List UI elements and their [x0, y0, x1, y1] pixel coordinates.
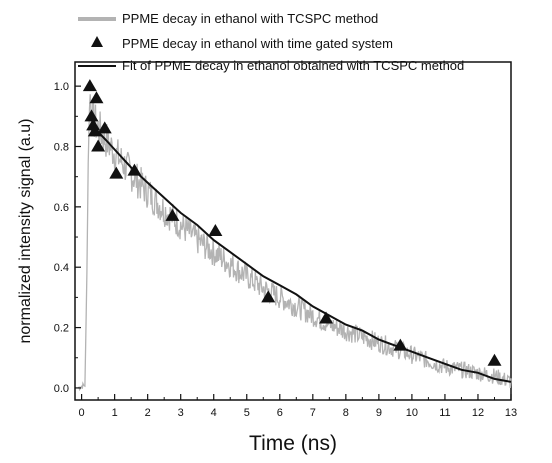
legend-label-gated: PPME decay in ethanol with time gated sy… [122, 36, 393, 51]
x-tick-label: 3 [178, 407, 184, 419]
x-axis-title: Time (ns) [249, 432, 337, 455]
x-tick-label: 9 [376, 407, 382, 419]
x-tick-label: 4 [211, 407, 217, 419]
gated-point [208, 224, 223, 236]
legend-swatch-gated [91, 36, 103, 47]
legend-label-fit: Fit of PPME decay in ethanol obtained wi… [122, 58, 464, 73]
x-tick-label: 0 [79, 407, 85, 419]
x-tick-label: 2 [145, 407, 151, 419]
y-tick-label: 0.4 [54, 262, 69, 274]
series-tcspc [77, 94, 512, 392]
gated-point [91, 139, 106, 152]
gated-point [165, 208, 180, 221]
y-tick-label: 0.6 [54, 202, 69, 214]
x-tick-label: 10 [406, 407, 418, 419]
y-tick-label: 0.8 [54, 142, 69, 154]
legend-label-tcspc: PPME decay in ethanol with TCSPC method [122, 11, 378, 26]
gated-point [89, 91, 104, 104]
legend: PPME decay in ethanol with TCSPC method … [78, 11, 464, 73]
series-gated [82, 79, 502, 366]
gated-point [82, 79, 97, 92]
x-tick-label: 13 [505, 407, 517, 419]
y-tick-label: 1.0 [54, 81, 69, 93]
gated-point [487, 353, 502, 366]
y-axis: 0.0 0.2 0.4 0.6 0.8 1.0 [54, 81, 81, 395]
x-tick-label: 7 [310, 407, 316, 419]
x-tick-label: 11 [439, 407, 450, 419]
x-axis: 0 1 2 3 4 5 6 7 8 9 10 11 12 13 [79, 394, 517, 419]
x-tick-label: 1 [112, 407, 118, 419]
y-tick-label: 0.0 [54, 383, 69, 395]
plot-frame [74, 61, 512, 401]
gated-point [393, 338, 408, 351]
y-tick-label: 0.2 [54, 323, 69, 335]
series-fit [94, 127, 512, 383]
fit-line [94, 127, 512, 383]
gated-point [97, 121, 112, 134]
x-tick-label: 5 [244, 407, 250, 419]
gated-point [109, 166, 124, 179]
x-tick-label: 12 [472, 407, 484, 419]
gated-point [86, 118, 101, 131]
gated-point [87, 124, 102, 137]
gated-point [319, 311, 334, 324]
gated-point [261, 290, 276, 303]
gated-point [84, 109, 99, 122]
tcspc-trace [77, 94, 512, 392]
x-tick-label: 8 [343, 407, 349, 419]
x-tick-label: 6 [277, 407, 283, 419]
gated-point [127, 163, 142, 176]
y-axis-title: normalized intensity signal (a.u) [17, 119, 34, 344]
